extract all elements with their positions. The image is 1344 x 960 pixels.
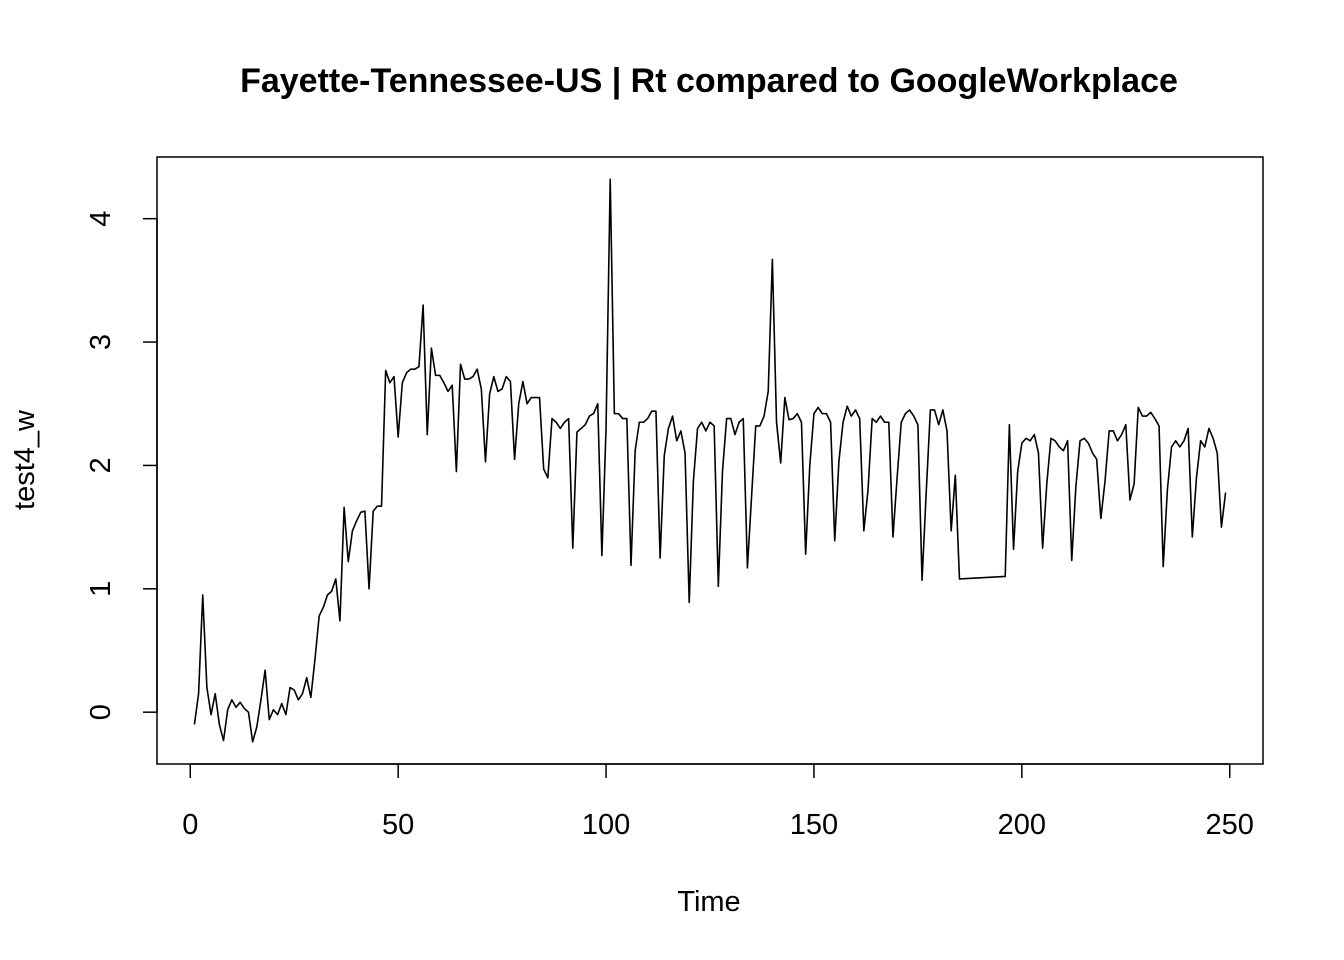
x-tick-label: 150 bbox=[790, 809, 838, 841]
x-tick-label: 50 bbox=[382, 809, 414, 841]
y-tick-label: 3 bbox=[85, 334, 117, 350]
x-tick-label: 200 bbox=[998, 809, 1046, 841]
x-tick-label: 250 bbox=[1206, 809, 1254, 841]
x-axis: 0 50 100 150 200 250 bbox=[182, 763, 1254, 841]
y-tick-label: 2 bbox=[85, 457, 117, 473]
x-tick-label: 0 bbox=[182, 809, 198, 841]
chart-title: Fayette-Tennessee-US | Rt compared to Go… bbox=[240, 62, 1178, 100]
y-axis-label: test4_w bbox=[9, 409, 41, 510]
y-axis: 0 1 2 3 4 bbox=[85, 211, 158, 720]
x-tick-label: 100 bbox=[582, 809, 630, 841]
series-line bbox=[193, 178, 1227, 743]
x-axis-label: Time bbox=[677, 886, 740, 918]
y-tick-label: 4 bbox=[85, 211, 117, 227]
y-tick-label: 0 bbox=[85, 704, 117, 720]
y-tick-label: 1 bbox=[85, 581, 117, 597]
